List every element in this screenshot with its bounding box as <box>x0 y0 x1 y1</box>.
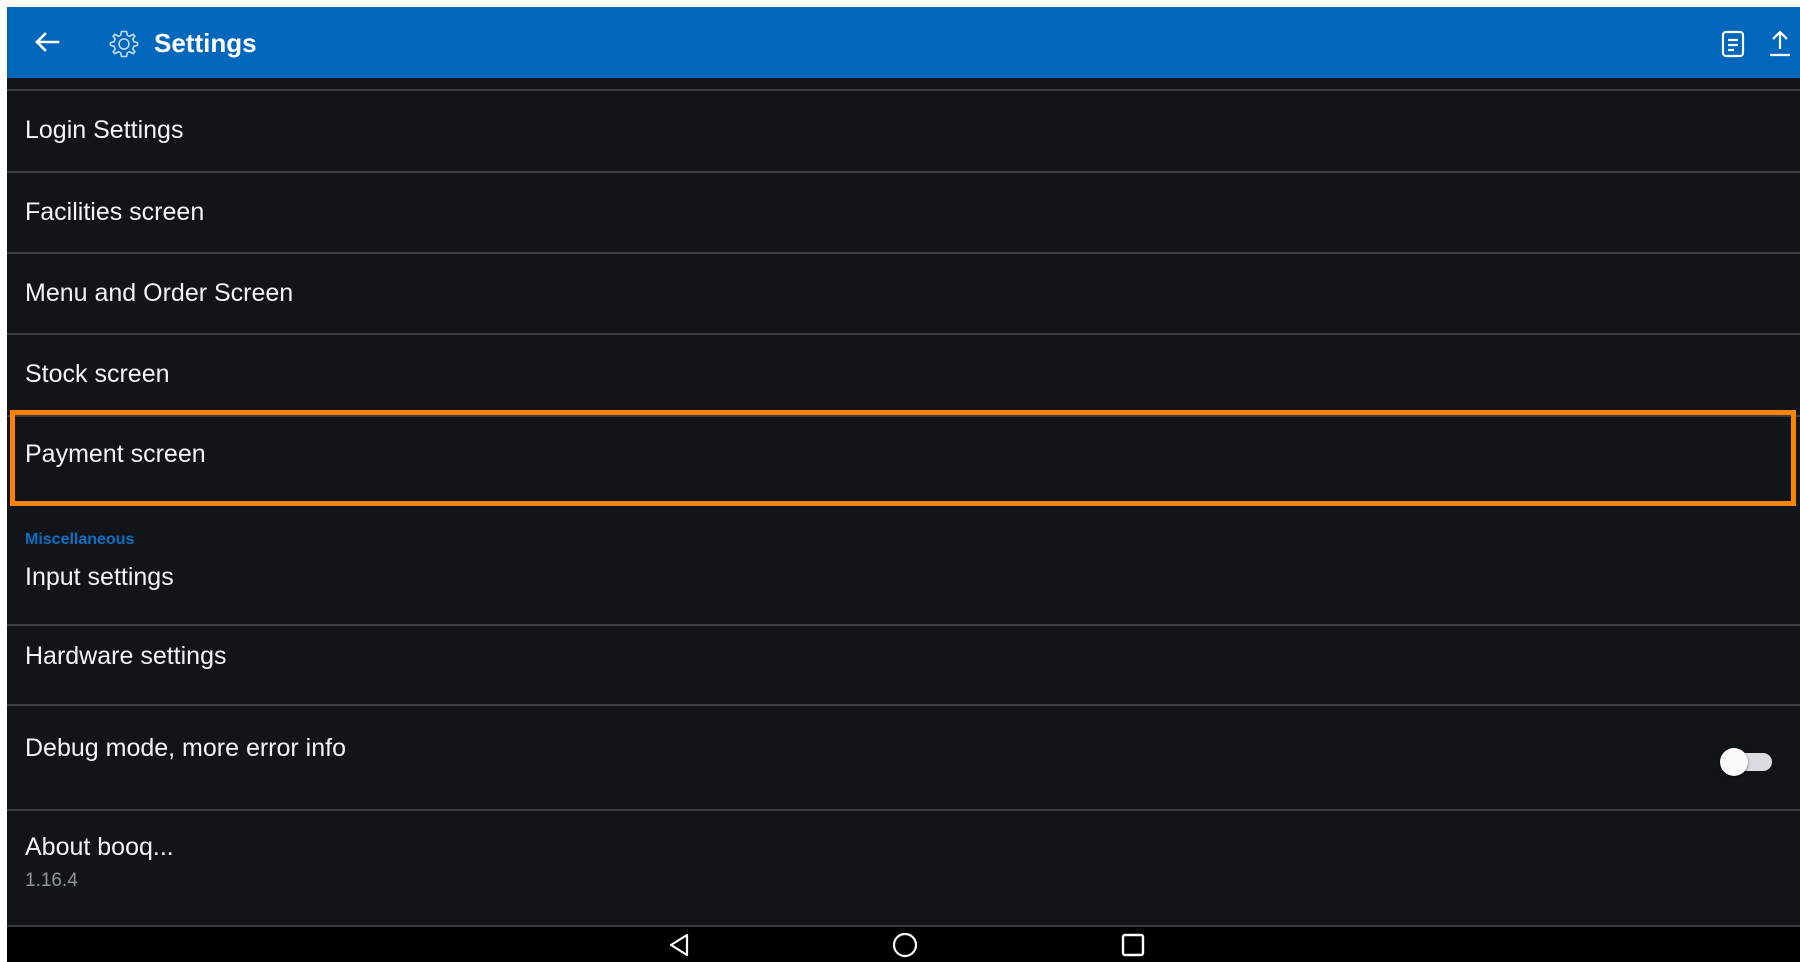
settings-item-label: Hardware settings <box>25 642 227 670</box>
system-navigation-bar <box>7 927 1800 962</box>
divider <box>7 252 1800 254</box>
upload-button[interactable] <box>1762 25 1798 61</box>
settings-item-about[interactable]: About booq... 1.16.4 <box>7 811 1800 927</box>
settings-item-input-settings[interactable]: Input settings <box>7 552 1800 632</box>
notes-icon <box>1721 30 1745 58</box>
settings-item-login-settings[interactable]: Login Settings <box>7 91 1800 171</box>
nav-back-icon <box>669 933 689 957</box>
settings-item-stock-screen[interactable]: Stock screen <box>7 335 1800 415</box>
page-title: Settings <box>154 28 257 58</box>
debug-mode-toggle[interactable] <box>1720 748 1774 776</box>
settings-item-label: Facilities screen <box>25 198 205 226</box>
settings-item-payment-screen[interactable]: Payment screen <box>7 417 1800 496</box>
settings-list: Login Settings Facilities screen Menu an… <box>7 78 1800 927</box>
nav-home-button[interactable] <box>886 929 924 961</box>
settings-item-facilities-screen[interactable]: Facilities screen <box>7 173 1800 252</box>
android-screen: Settings Login Settings Facilities scree… <box>7 7 1800 962</box>
settings-item-debug-mode[interactable]: Debug mode, more error info <box>7 706 1800 809</box>
back-button[interactable] <box>29 24 65 60</box>
arrow-left-icon <box>35 32 60 52</box>
divider <box>7 333 1800 335</box>
app-bar: Settings <box>7 7 1800 78</box>
settings-item-menu-and-order-screen[interactable]: Menu and Order Screen <box>7 254 1800 333</box>
settings-item-label: Menu and Order Screen <box>25 279 294 307</box>
divider <box>7 925 1800 927</box>
settings-item-hardware-settings[interactable]: Hardware settings <box>7 626 1800 704</box>
gear-icon <box>109 30 139 58</box>
app-version: 1.16.4 <box>25 870 78 891</box>
divider <box>7 89 1800 91</box>
settings-item-label: Stock screen <box>25 360 170 388</box>
divider <box>7 704 1800 706</box>
upload-icon <box>1770 30 1790 57</box>
settings-item-label: Debug mode, more error info <box>25 734 346 762</box>
nav-recents-icon <box>1121 933 1145 957</box>
nav-home-icon <box>892 932 918 958</box>
section-header-miscellaneous: Miscellaneous <box>25 531 135 548</box>
divider <box>7 415 1800 417</box>
toggle-thumb <box>1720 748 1748 776</box>
settings-item-label: Payment screen <box>25 440 206 468</box>
divider <box>7 809 1800 811</box>
nav-back-button[interactable] <box>660 929 698 961</box>
divider <box>7 624 1800 626</box>
nav-recents-button[interactable] <box>1114 929 1152 961</box>
settings-item-label: Input settings <box>25 563 174 591</box>
settings-item-label: About booq... <box>25 833 174 861</box>
settings-item-label: Login Settings <box>25 116 184 144</box>
notes-button[interactable] <box>1716 27 1750 61</box>
divider <box>7 171 1800 173</box>
